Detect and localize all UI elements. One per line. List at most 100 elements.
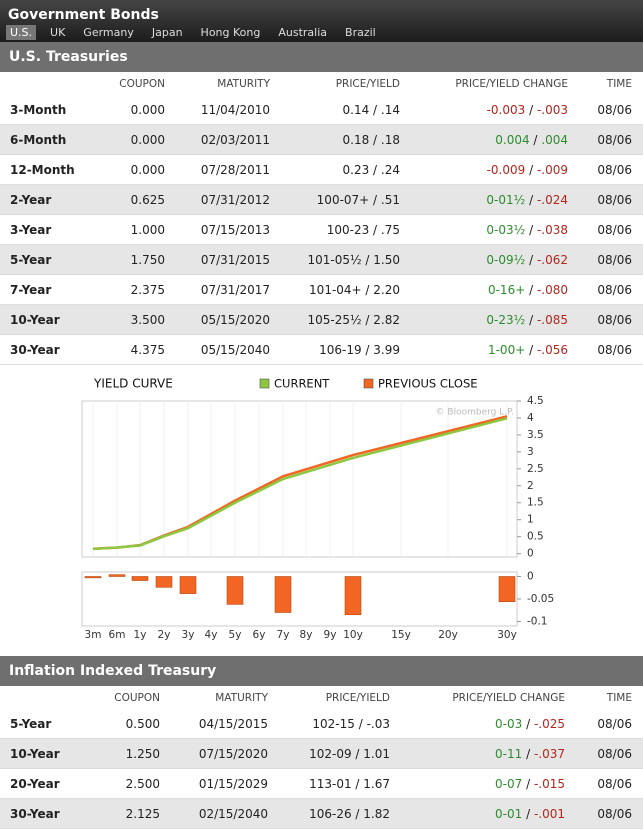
table-row: 12-Month 0.000 07/28/2011 0.23 / .24 -0.009 … — [0, 155, 643, 185]
row-label: 10-Year — [10, 313, 60, 327]
x-tick-label: 2y — [158, 629, 171, 641]
yield-change: -.038 — [536, 223, 568, 237]
tab[interactable]: Brazil — [345, 26, 376, 39]
bar — [155, 576, 173, 588]
column-label: PRICE/YIELD CHANGE — [455, 78, 568, 90]
row-label: 3-Month — [10, 103, 67, 117]
coupon: 0.000 — [130, 103, 165, 117]
column-label: MATURITY — [215, 692, 268, 704]
separator: / — [525, 193, 537, 207]
table-row: 20-Year 2.500 01/15/2029 113-01 / 1.67 0-07 … — [0, 769, 643, 799]
price-change: 0.004 — [495, 133, 530, 147]
tab[interactable]: Japan — [151, 26, 183, 39]
row-label: 10-Year — [10, 747, 60, 761]
yield-change: -.009 — [536, 163, 568, 177]
x-tick-label: 1y — [134, 629, 147, 641]
section-title: Inflation Indexed Treasury — [0, 656, 643, 686]
bar — [179, 576, 197, 594]
table-row: 3-Month 0.000 11/04/2010 0.14 / .14 -0.003 /… — [0, 95, 643, 125]
y-tick-label: 4 — [527, 412, 534, 424]
change-cell: 0-23½ / -.085 — [486, 305, 568, 335]
x-tick-label: 3y — [182, 629, 195, 641]
time: 08/06 — [597, 253, 632, 267]
yield-change: -.025 — [533, 717, 565, 731]
separator: / — [522, 777, 534, 791]
change-cell: 1-00+ / -.056 — [488, 335, 568, 365]
separator: / — [522, 807, 534, 821]
maturity: 05/15/2040 — [200, 343, 270, 357]
row-label: 30-Year — [10, 343, 60, 357]
column-label: COUPON — [119, 78, 165, 90]
yield-change: -.085 — [536, 313, 568, 327]
y-tick-label: 3.5 — [527, 429, 544, 441]
y-tick-label: 1.5 — [527, 497, 544, 509]
coupon: 2.375 — [130, 283, 165, 297]
column-header: COUPON MATURITY PRICE/YIELD PRICE/YIELD CHA… — [0, 686, 643, 709]
tab[interactable]: Australia — [278, 26, 328, 39]
x-tick-label: 8y — [300, 629, 313, 641]
column-label: MATURITY — [217, 78, 270, 90]
coupon: 1.000 — [130, 223, 165, 237]
price-change: 0-01 — [495, 807, 523, 821]
column-label: PRICE/YIELD — [335, 78, 400, 90]
x-tick-label: 7y — [277, 629, 290, 641]
y-tick-label: 0 — [527, 571, 534, 583]
separator: / — [522, 747, 534, 761]
row-label: 5-Year — [10, 717, 52, 731]
price-change: -0.003 — [486, 103, 526, 117]
table-row: 10-Year 1.250 07/15/2020 102-09 / 1.01 0-11 … — [0, 739, 643, 769]
maturity: 07/31/2015 — [200, 253, 270, 267]
time: 08/06 — [597, 717, 632, 731]
bar — [84, 576, 102, 579]
table-row: 7-Year 2.375 07/31/2017 101-04+ / 2.20 0-16+… — [0, 275, 643, 305]
column-label: PRICE/YIELD — [325, 692, 390, 704]
time: 08/06 — [597, 807, 632, 821]
table-row: 30-Year 4.375 05/15/2040 106-19 / 3.99 1-00+… — [0, 335, 643, 365]
separator: / — [525, 313, 537, 327]
price-yield: 100-07+ / .51 — [316, 193, 400, 207]
table-row: 2-Year 0.625 07/31/2012 100-07+ / .51 0-01½ … — [0, 185, 643, 215]
table-row: 5-Year 1.750 07/31/2015 101-05½ / 1.50 0-09½… — [0, 245, 643, 275]
separator: / — [522, 717, 534, 731]
x-tick-label: 4y — [205, 629, 218, 641]
bar — [498, 576, 516, 603]
x-tick-label: 6y — [253, 629, 266, 641]
tab[interactable]: Germany — [83, 26, 134, 39]
coupon: 1.250 — [125, 747, 160, 761]
bar — [108, 574, 126, 577]
time: 08/06 — [597, 747, 632, 761]
page-title: Government Bonds — [8, 7, 159, 23]
coupon: 2.125 — [125, 807, 160, 821]
separator: / — [525, 103, 537, 117]
time: 08/06 — [597, 223, 632, 237]
maturity: 07/28/2011 — [200, 163, 270, 177]
yield-change: -.001 — [533, 807, 565, 821]
y-tick-label: 4.5 — [527, 395, 544, 407]
time: 08/06 — [597, 163, 632, 177]
maturity: 02/03/2011 — [200, 133, 270, 147]
price-change: 0-01½ — [486, 193, 526, 207]
change-cell: 0-01 / -.001 — [495, 799, 565, 829]
legend-label: PREVIOUS CLOSE — [378, 377, 478, 391]
change-cell: 0-01½ / -.024 — [486, 185, 568, 215]
change-cell: -0.003 / -.003 — [487, 95, 568, 125]
bar — [274, 576, 292, 613]
tab[interactable]: UK — [50, 26, 66, 39]
change-cell: 0-11 / -.037 — [495, 739, 565, 769]
price-yield: 100-23 / .75 — [326, 223, 400, 237]
tab[interactable]: U.S. — [6, 25, 37, 40]
series-line — [92, 417, 508, 551]
y-tick-label: -0.1 — [527, 616, 548, 628]
legend-label: CURRENT — [274, 377, 330, 391]
table-row: 30-Year 2.125 02/15/2040 106-26 / 1.82 0-01 … — [0, 799, 643, 829]
change-cell: 0-07 / -.015 — [495, 769, 565, 799]
price-change: 0-16+ — [487, 283, 526, 297]
yield-chart: 0 0.5 1 1.5 2 2.5 3 3.5 4 4.5 YIELD CURVE © Bloombe… — [81, 377, 554, 641]
column-header: COUPON MATURITY PRICE/YIELD PRICE/YIELD CHA… — [0, 72, 643, 95]
yield-change: -.062 — [536, 253, 568, 267]
price-change: 0-03½ — [486, 223, 526, 237]
tab[interactable]: Hong Kong — [200, 26, 261, 39]
header-bar: Government Bonds U.S. UK Germany Japan Hong … — [0, 0, 643, 42]
price-yield: 106-19 / 3.99 — [319, 343, 400, 357]
